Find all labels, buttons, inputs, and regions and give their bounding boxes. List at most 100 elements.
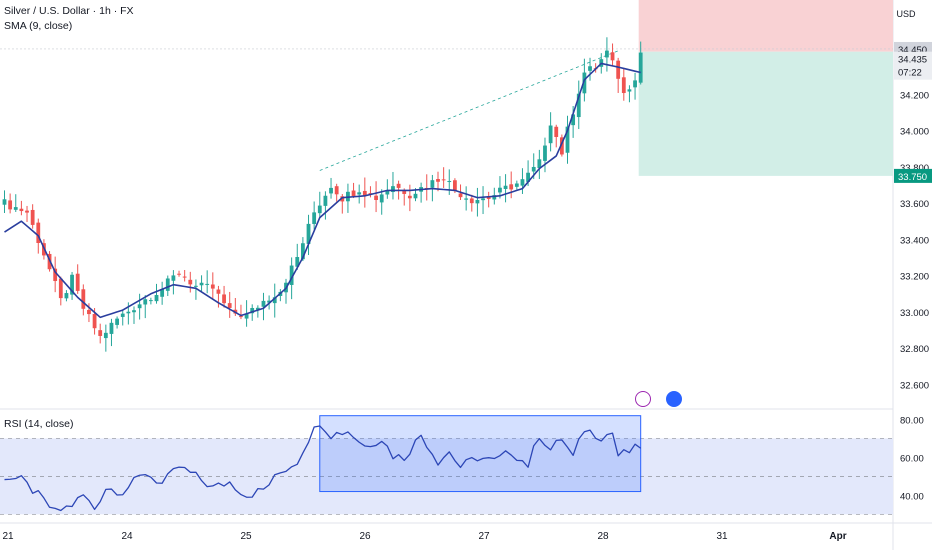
time-tick-label: Apr xyxy=(829,531,846,542)
rsi-tick-label: 40.00 xyxy=(900,491,924,502)
candle-body xyxy=(413,193,418,199)
candle-body xyxy=(407,195,412,199)
candle-body xyxy=(165,278,170,291)
rsi-highlight-box[interactable] xyxy=(319,415,642,493)
candle-body xyxy=(576,93,581,118)
candle xyxy=(239,304,243,320)
flag-icon[interactable] xyxy=(666,391,682,407)
candle xyxy=(272,283,277,318)
candle-body xyxy=(514,183,519,187)
candle xyxy=(559,134,564,157)
candle xyxy=(210,272,215,300)
candle-body xyxy=(222,294,226,304)
candle-body xyxy=(148,300,153,302)
candle-body xyxy=(464,198,469,200)
candle xyxy=(148,297,153,305)
price-tick-label: 32.600 xyxy=(900,380,929,391)
price-axis[interactable]: USD 34.435 34.200 34.000 33.800 33.600 33.400 3… xyxy=(894,9,932,502)
price-tick-label: 33.000 xyxy=(900,308,929,319)
candle xyxy=(537,149,542,180)
candle xyxy=(160,281,165,305)
sma-line xyxy=(4,62,641,319)
candle-body xyxy=(430,180,435,188)
candle xyxy=(194,279,198,300)
candle xyxy=(70,271,74,300)
candle xyxy=(475,187,480,217)
candle-body xyxy=(357,192,362,195)
candle xyxy=(627,85,632,103)
candle xyxy=(103,324,108,352)
candle-body xyxy=(548,125,553,144)
candle-body xyxy=(8,200,13,210)
candle xyxy=(509,171,514,199)
candle-body xyxy=(126,311,131,314)
candle-body xyxy=(565,126,570,153)
candle xyxy=(222,285,226,308)
candle xyxy=(295,243,300,270)
price-tick-label: 34.200 xyxy=(900,90,929,101)
candle xyxy=(576,80,581,130)
candle-body xyxy=(87,309,91,315)
candle-body xyxy=(120,313,125,317)
candle xyxy=(402,188,407,206)
candle xyxy=(441,167,446,188)
candle xyxy=(323,191,328,220)
candle-body xyxy=(616,60,621,79)
candle-body xyxy=(559,137,564,155)
current-price-badge[interactable] xyxy=(894,51,932,80)
take-profit-zone[interactable] xyxy=(638,51,893,176)
currency-label: USD xyxy=(896,9,916,19)
candle-body xyxy=(2,199,7,205)
candle xyxy=(306,214,311,256)
candle-body xyxy=(621,77,626,94)
flash-icon[interactable] xyxy=(635,391,651,407)
candle-body xyxy=(627,89,632,92)
stop-loss-zone[interactable] xyxy=(638,0,893,52)
sma-legend[interactable]: SMA (9, close) xyxy=(4,20,73,32)
candle xyxy=(255,305,260,318)
target-price-badge[interactable] xyxy=(894,168,932,183)
candle-body xyxy=(588,66,592,71)
candle xyxy=(469,194,474,212)
candle-body xyxy=(543,145,547,161)
candle xyxy=(503,174,508,203)
time-tick-label: 27 xyxy=(478,531,490,542)
candle-body xyxy=(571,114,576,126)
candle xyxy=(481,186,485,215)
candle xyxy=(19,200,24,216)
candle-body xyxy=(289,265,294,285)
candle xyxy=(362,177,367,208)
candle-body xyxy=(391,186,395,193)
candle-body xyxy=(227,303,232,308)
candle-body xyxy=(58,278,63,299)
time-tick-label: 28 xyxy=(597,531,609,542)
candle-body xyxy=(526,172,530,182)
candle xyxy=(177,270,181,277)
candle-body xyxy=(520,179,525,186)
candle-body xyxy=(205,283,210,285)
candle xyxy=(374,181,378,213)
candle xyxy=(385,179,390,199)
candle-body xyxy=(492,195,497,200)
candle xyxy=(633,72,637,100)
candle-body xyxy=(109,322,114,334)
candle xyxy=(464,186,469,211)
candle-body xyxy=(194,285,198,287)
candle xyxy=(13,194,18,213)
time-tick-label: 26 xyxy=(359,531,371,542)
candle-body xyxy=(509,184,514,190)
candle xyxy=(171,270,176,295)
candle-body xyxy=(25,210,29,213)
rsi-legend[interactable]: RSI (14, close) xyxy=(4,418,74,430)
candle-body xyxy=(334,186,339,195)
symbol-title[interactable]: Silver / U.S. Dollar · 1h · FX xyxy=(4,5,134,17)
candle xyxy=(368,186,373,198)
candle-body xyxy=(351,190,356,196)
time-axis[interactable]: 21 24 25 26 27 28 31 Apr xyxy=(2,531,846,542)
candle-body xyxy=(295,257,300,267)
target-price-text: 33.750 xyxy=(898,172,927,183)
candle xyxy=(120,309,125,326)
candle-body xyxy=(160,289,165,297)
candle-body xyxy=(638,52,643,83)
